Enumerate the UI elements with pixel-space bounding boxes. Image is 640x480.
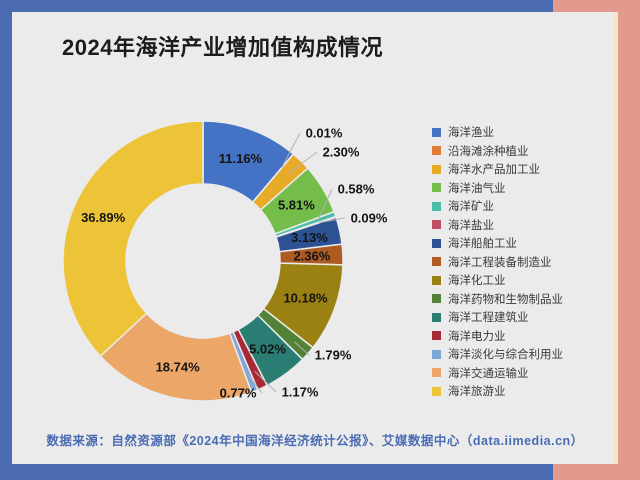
- legend-item: 海洋交通运输业: [432, 364, 563, 383]
- legend-label: 海洋水产品加工业: [448, 164, 540, 177]
- legend-swatch-icon: [432, 183, 441, 193]
- legend-item: 海洋盐业: [432, 216, 563, 235]
- legend-label: 海洋船舶工业: [448, 238, 517, 251]
- leader-line: [247, 374, 263, 394]
- leader-line: [294, 341, 310, 356]
- legend-label: 海洋油气业: [448, 182, 506, 195]
- leader-line: [318, 217, 346, 224]
- slice-label: 10.18%: [283, 291, 328, 306]
- legend-swatch-icon: [432, 386, 441, 396]
- legend-label: 海洋药物和生物制品业: [448, 293, 563, 306]
- slice-label: 11.16%: [219, 151, 263, 166]
- legend-swatch-icon: [432, 312, 441, 322]
- legend-swatch-icon: [432, 275, 441, 285]
- legend-item: 海洋淡化与综合利用业: [432, 345, 563, 364]
- slice-label: 0.09%: [351, 211, 388, 226]
- slice-label: 2.36%: [293, 248, 330, 263]
- leader-line: [254, 371, 277, 393]
- slice-label: 18.74%: [156, 360, 201, 375]
- legend-item: 海洋油气业: [432, 179, 563, 198]
- legend-swatch-icon: [432, 331, 441, 341]
- legend-label: 海洋盐业: [448, 219, 494, 232]
- slice-label: 3.13%: [291, 230, 328, 245]
- leader-line: [317, 188, 333, 221]
- legend-swatch-icon: [432, 127, 441, 137]
- donut-slice: [62, 120, 204, 358]
- legend-swatch-icon: [432, 349, 441, 359]
- legend-label: 海洋渔业: [448, 127, 494, 140]
- leader-line: [287, 151, 318, 175]
- slice-label: 0.77%: [220, 386, 257, 401]
- legend-item: 海洋矿业: [432, 197, 563, 216]
- legend-item: 海洋电力业: [432, 327, 563, 346]
- legend-item: 海洋药物和生物制品业: [432, 290, 563, 309]
- legend-label: 海洋工程建筑业: [448, 312, 529, 325]
- leader-line: [281, 132, 301, 169]
- legend-item: 海洋工程建筑业: [432, 308, 563, 327]
- legend-label: 海洋淡化与综合利用业: [448, 349, 563, 362]
- legend-label: 海洋旅游业: [448, 386, 506, 399]
- legend-swatch-icon: [432, 294, 441, 304]
- legend-swatch-icon: [432, 238, 441, 248]
- legend-label: 海洋工程装备制造业: [448, 256, 552, 269]
- legend-swatch-icon: [432, 201, 441, 211]
- legend: 海洋渔业 沿海滩涂种植业 海洋水产品加工业 海洋油气业 海洋矿业 海洋盐业 海洋船舶工业 海洋…: [432, 123, 563, 401]
- legend-label: 海洋交通运输业: [448, 367, 529, 380]
- legend-label: 海洋矿业: [448, 201, 494, 214]
- legend-label: 海洋电力业: [448, 330, 506, 343]
- page-title: 2024年海洋产业增加值构成情况: [62, 35, 383, 60]
- source-note: 数据来源：自然资源部《2024年中国海洋经济统计公报》、艾媒数据中心（data.…: [46, 434, 584, 448]
- legend-swatch-icon: [432, 164, 441, 174]
- slice-label: 1.79%: [315, 348, 352, 363]
- legend-item: 海洋工程装备制造业: [432, 253, 563, 272]
- slice-label: 5.81%: [278, 197, 315, 212]
- slice-label: 36.89%: [81, 210, 126, 225]
- legend-swatch-icon: [432, 220, 441, 230]
- legend-swatch-icon: [432, 146, 441, 156]
- legend-item: 海洋化工业: [432, 271, 563, 290]
- legend-item: 沿海滩涂种植业: [432, 142, 563, 161]
- slice-label: 0.01%: [306, 126, 343, 141]
- slice-label: 1.17%: [282, 385, 319, 400]
- legend-swatch-icon: [432, 368, 441, 378]
- slice-label: 0.58%: [338, 182, 375, 197]
- legend-label: 沿海滩涂种植业: [448, 145, 529, 158]
- legend-item: 海洋水产品加工业: [432, 160, 563, 179]
- legend-swatch-icon: [432, 257, 441, 267]
- legend-item: 海洋旅游业: [432, 382, 563, 401]
- legend-item: 海洋渔业: [432, 123, 563, 142]
- legend-label: 海洋化工业: [448, 275, 506, 288]
- legend-item: 海洋船舶工业: [432, 234, 563, 253]
- slice-label: 5.02%: [249, 341, 286, 356]
- slice-label: 2.30%: [323, 145, 360, 160]
